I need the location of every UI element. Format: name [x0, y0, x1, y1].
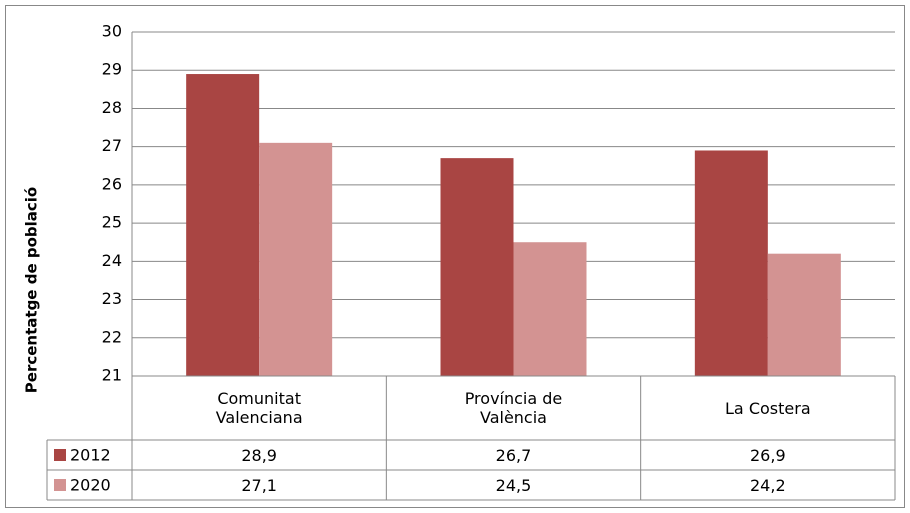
data-table-value: 27,1 [132, 470, 386, 500]
legend-label: 2020 [70, 476, 111, 495]
data-table-value: 26,9 [641, 440, 895, 470]
data-table-value: 24,2 [641, 470, 895, 500]
data-table-value: 24,5 [386, 470, 640, 500]
data-table-value-text: 27,1 [241, 475, 277, 495]
y-tick-label: 22 [102, 327, 122, 346]
y-tick-label: 30 [102, 22, 122, 41]
y-tick-label: 27 [102, 136, 122, 155]
bar [767, 253, 841, 376]
y-axis-label: Percentatge de població [23, 187, 41, 393]
y-tick-label: 21 [102, 366, 122, 385]
data-table-value: 26,7 [386, 440, 640, 470]
data-table-value: 28,9 [132, 440, 386, 470]
bar [513, 242, 587, 376]
y-tick-label: 25 [102, 213, 122, 232]
x-tick-label-text: Província de València [464, 389, 563, 427]
legend-label: 2012 [70, 446, 111, 465]
legend-key [54, 449, 66, 461]
bar [694, 150, 768, 376]
data-table-value-text: 26,9 [750, 445, 786, 465]
data-table-value-text: 26,7 [495, 445, 532, 465]
data-table-value-text: 24,5 [495, 475, 532, 495]
y-tick-label: 28 [102, 98, 122, 117]
y-tick-label: 29 [102, 60, 122, 79]
bar [259, 142, 333, 376]
x-tick-label-text: La Costera [725, 398, 811, 418]
chart-border [5, 5, 905, 508]
y-tick-label: 26 [102, 174, 122, 193]
x-tick-label: Província de València [386, 376, 640, 440]
y-tick-label: 24 [102, 251, 122, 270]
x-tick-label-text: Comunitat Valenciana [215, 389, 303, 427]
data-table-value-text: 24,2 [750, 475, 786, 495]
y-tick-label: 23 [102, 289, 122, 308]
data-table-value-text: 28,9 [241, 445, 277, 465]
legend-key [54, 479, 66, 491]
x-tick-label: La Costera [641, 376, 895, 440]
x-tick-label: Comunitat Valenciana [132, 376, 386, 440]
bar [186, 74, 260, 377]
bar [440, 158, 514, 376]
